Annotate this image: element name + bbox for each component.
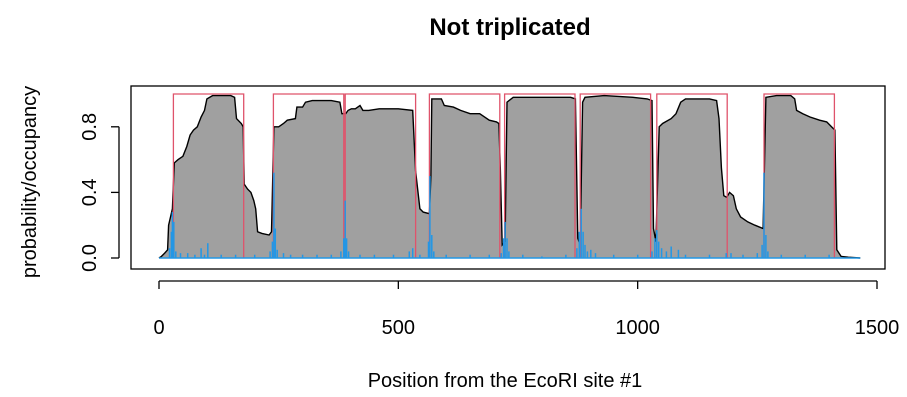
- nucleosome-box-0: [172, 93, 245, 258]
- x-axis-label: Position from the EcoRI site #1: [368, 370, 643, 392]
- plot-area: [130, 85, 886, 270]
- plot-frame: [130, 85, 886, 270]
- x-tick-label-2: 1000: [615, 317, 660, 339]
- x-tick-label-1: 500: [382, 317, 415, 339]
- y-tick-label-2: 0.8: [79, 113, 101, 141]
- nucleosome-box-5: [579, 93, 652, 258]
- x-axis: 0 500 1000 1500: [153, 280, 900, 339]
- nucleosome-box-6: [656, 93, 728, 258]
- x-tick-label-0: 0: [153, 317, 164, 339]
- y-axis-label: probability/occupancy: [19, 86, 41, 278]
- y-tick-label-0: 0.0: [79, 244, 101, 272]
- y-axis: 0.0 0.4 0.8: [79, 113, 120, 272]
- occupancy-line: [158, 94, 861, 259]
- y-tick-label-1: 0.4: [79, 178, 101, 206]
- occupancy-area: [159, 95, 861, 258]
- chart-title: Not triplicated: [429, 14, 590, 41]
- nucleosome-box-4: [503, 93, 576, 258]
- nucleosome-box-2: [344, 93, 417, 258]
- x-tick-label-3: 1500: [855, 317, 900, 339]
